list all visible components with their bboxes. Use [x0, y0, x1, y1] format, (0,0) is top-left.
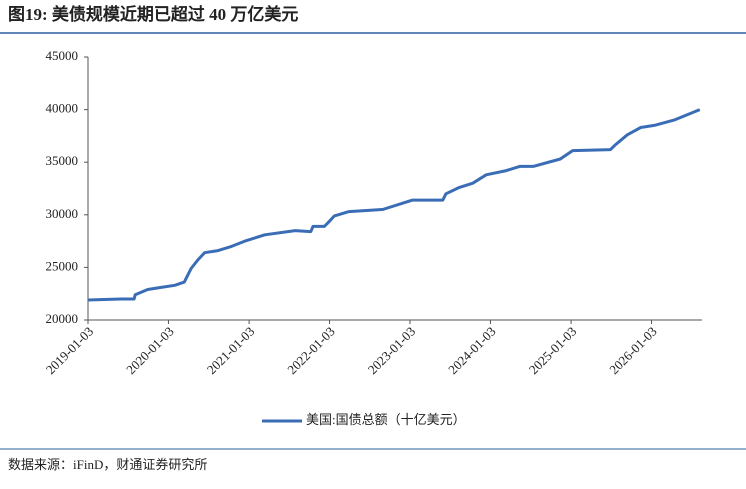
x-tick-label: 2022-01-03 [284, 324, 338, 378]
y-tick-label: 35000 [46, 153, 79, 168]
y-tick-label: 45000 [46, 48, 79, 63]
x-tick-label: 2026-01-03 [606, 324, 660, 378]
line-series [87, 108, 701, 302]
source-note: 数据来源：iFinD，财通证券研究所 [8, 457, 207, 472]
x-tick-label: 2020-01-03 [123, 324, 177, 378]
y-tick-label: 25000 [46, 258, 79, 273]
x-tick-label: 2025-01-03 [526, 324, 580, 378]
x-tick-label: 2019-01-03 [43, 324, 97, 378]
legend-label: 美国:国债总额（十亿美元） [306, 412, 466, 427]
x-tick-label: 2021-01-03 [204, 324, 258, 378]
y-tick-label: 40000 [46, 101, 79, 116]
x-tick-label: 2023-01-03 [365, 324, 419, 378]
y-tick-label: 30000 [46, 206, 79, 221]
y-tick-label: 20000 [46, 311, 79, 326]
x-tick-label: 2024-01-03 [445, 324, 499, 378]
chart-title: 图19: 美债规模近期已超过 40 万亿美元 [8, 4, 298, 24]
